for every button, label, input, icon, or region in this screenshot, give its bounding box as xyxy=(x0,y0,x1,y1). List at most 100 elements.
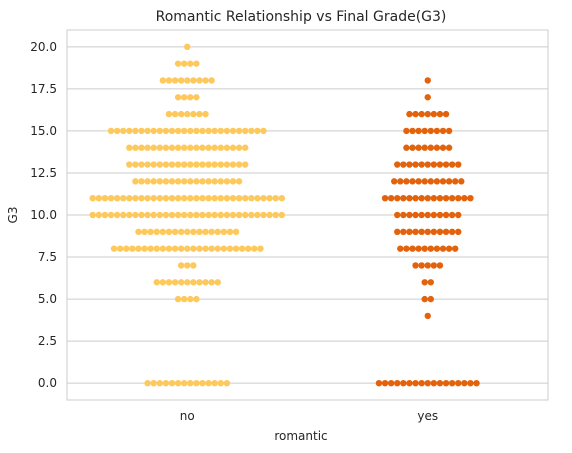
data-point-no xyxy=(242,144,249,151)
data-point-yes xyxy=(439,127,447,135)
y-tick-label: 17.5 xyxy=(30,82,57,96)
data-point-no xyxy=(205,144,212,151)
data-point-no xyxy=(181,127,188,135)
data-point-no xyxy=(193,127,200,135)
data-point-no xyxy=(159,77,167,84)
data-point-no xyxy=(144,379,151,387)
data-point-no xyxy=(235,211,243,219)
data-point-yes xyxy=(412,379,419,387)
data-point-no xyxy=(177,245,185,252)
data-point-no xyxy=(223,127,231,135)
data-point-no xyxy=(89,211,96,219)
data-point-no xyxy=(101,211,109,219)
data-point-no xyxy=(181,295,188,303)
data-point-yes xyxy=(473,379,480,387)
data-point-yes xyxy=(412,110,419,118)
data-point-no xyxy=(187,60,194,67)
data-point-no xyxy=(202,279,209,286)
data-point-no xyxy=(217,161,224,168)
data-point-no xyxy=(174,194,182,202)
data-point-no xyxy=(132,194,139,202)
data-point-no xyxy=(248,211,255,219)
data-point-yes xyxy=(439,144,447,151)
data-point-no xyxy=(242,211,249,219)
data-point-no xyxy=(242,194,249,202)
data-point-no xyxy=(171,77,179,84)
data-point-yes xyxy=(436,262,444,269)
data-point-no xyxy=(120,127,127,135)
data-point-no xyxy=(208,245,215,252)
data-point-yes xyxy=(439,178,447,185)
data-point-no xyxy=(156,178,163,185)
data-point-no xyxy=(110,245,118,252)
data-point-no xyxy=(174,161,182,168)
data-point-no xyxy=(238,245,246,252)
data-point-no xyxy=(101,194,109,202)
data-point-yes xyxy=(430,161,438,168)
data-point-no xyxy=(174,60,182,67)
data-point-yes xyxy=(409,245,416,252)
data-point-no xyxy=(190,262,197,269)
data-point-no xyxy=(181,194,188,202)
data-point-yes xyxy=(436,161,444,168)
data-point-no xyxy=(174,178,182,185)
data-point-no xyxy=(184,279,191,286)
data-point-no xyxy=(199,161,206,168)
data-point-no xyxy=(190,228,197,236)
data-point-no xyxy=(260,127,267,135)
y-tick-label: 12.5 xyxy=(30,166,57,180)
data-point-yes xyxy=(436,194,444,202)
data-point-no xyxy=(199,144,206,151)
data-point-yes xyxy=(448,228,456,236)
data-point-no xyxy=(156,144,163,151)
data-point-yes xyxy=(445,245,453,252)
data-point-no xyxy=(181,94,188,101)
data-point-no xyxy=(190,245,197,252)
data-point-no xyxy=(144,211,151,219)
data-point-no xyxy=(211,178,218,185)
data-point-no xyxy=(187,295,194,303)
y-tick-label: 7.5 xyxy=(38,250,57,264)
data-point-yes xyxy=(455,194,462,202)
data-point-yes xyxy=(427,245,434,252)
data-point-no xyxy=(187,178,194,185)
data-point-no xyxy=(199,178,206,185)
data-point-no xyxy=(162,144,170,151)
data-point-yes xyxy=(406,228,413,236)
data-point-no xyxy=(168,161,176,168)
data-point-no xyxy=(181,178,188,185)
data-point-yes xyxy=(412,262,419,269)
data-point-no xyxy=(165,279,173,286)
data-point-yes xyxy=(430,228,438,236)
data-point-no xyxy=(107,211,115,219)
data-point-yes xyxy=(448,211,456,219)
data-point-yes xyxy=(406,161,413,168)
data-point-yes xyxy=(424,262,431,269)
data-point-yes xyxy=(391,178,398,185)
data-point-no xyxy=(165,110,173,118)
data-point-no xyxy=(232,228,240,236)
data-point-yes xyxy=(439,245,447,252)
data-point-no xyxy=(135,228,142,236)
data-point-no xyxy=(187,379,194,387)
data-point-no xyxy=(132,144,139,151)
data-point-no xyxy=(126,161,133,168)
data-point-no xyxy=(229,211,237,219)
data-point-no xyxy=(205,194,212,202)
data-point-yes xyxy=(448,161,456,168)
data-point-no xyxy=(162,211,170,219)
data-point-no xyxy=(113,211,121,219)
data-point-no xyxy=(168,178,176,185)
y-tick-label: 0.0 xyxy=(38,376,57,390)
data-point-no xyxy=(144,161,151,168)
data-point-no xyxy=(138,211,145,219)
data-point-yes xyxy=(409,178,416,185)
data-point-no xyxy=(217,144,224,151)
data-point-yes xyxy=(442,211,450,219)
data-point-no xyxy=(138,161,145,168)
data-point-no xyxy=(205,379,212,387)
data-point-no xyxy=(211,127,218,135)
data-point-no xyxy=(196,77,203,84)
data-point-no xyxy=(126,211,133,219)
data-point-no xyxy=(266,211,273,219)
